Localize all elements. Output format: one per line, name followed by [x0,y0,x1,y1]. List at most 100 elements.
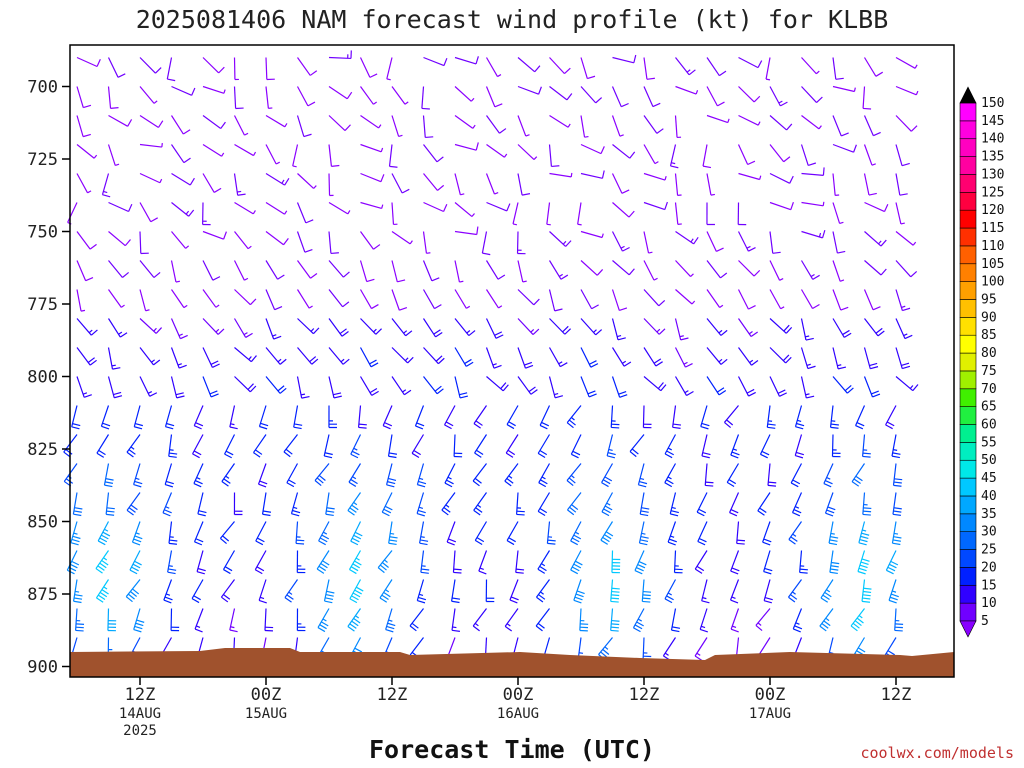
wind-barb [738,347,759,366]
wind-barb [107,376,123,399]
wind-barb [423,173,445,191]
wind-barb [194,608,204,633]
wind-barb [452,550,462,574]
plot-frame [69,44,955,678]
wind-barb [539,405,551,430]
wind-barb [258,405,269,430]
colorbar-label: 120 [981,203,1004,218]
wind-barb [265,347,287,365]
wind-barb [224,434,236,459]
wind-barb [101,173,111,198]
wind-barb [328,405,337,429]
wind-barb [139,57,162,74]
wind-barb [328,289,350,308]
wind-barb [769,231,781,254]
wind-barb [139,289,150,312]
colorbar-label: 10 [981,596,997,611]
wind-barb [171,202,195,217]
wind-barb [100,405,111,430]
wind-barb [580,347,599,368]
wind-barb [76,376,92,398]
wind-barb [857,550,870,575]
wind-barb [234,347,257,363]
wind-barb [863,144,876,166]
wind-barb [895,56,918,69]
colorbar-swatch [959,334,977,354]
x-tick-label: 12Z [881,685,912,705]
wind-barb [801,115,822,130]
wind-barb [328,376,342,399]
wind-barb [832,260,845,282]
wind-barb [422,289,442,310]
wind-barb [139,376,158,397]
wind-barb [580,57,596,80]
wind-barb [606,434,616,459]
wind-barb [234,289,257,306]
wind-barb [453,434,463,458]
wind-barb [737,202,747,226]
wind-barb [706,57,727,77]
wind-barb [296,376,310,399]
wind-barb [895,376,919,392]
wind-barb [293,405,303,430]
wind-barb [794,434,805,459]
wind-barb [548,260,569,280]
wind-barb [891,434,901,459]
wind-barb [862,434,871,458]
wind-barb [328,201,351,215]
wind-barb [642,637,652,661]
wind-barb [892,463,903,487]
wind-barb [107,57,126,78]
wind-barb [800,289,820,310]
wind-barb [360,115,382,129]
colorbar-label: 100 [981,275,1004,290]
wind-barb [765,57,771,81]
colorbar-swatch [959,192,977,211]
wind-barbs [63,50,919,662]
wind-barb [76,289,86,312]
wind-barb [348,463,362,487]
wind-barb [202,230,227,240]
wind-barb [164,405,175,430]
wind-barb [570,550,583,575]
wind-barb [388,144,398,168]
wind-barb [706,318,728,336]
wind-barb [829,405,839,429]
wind-barb [694,550,708,574]
colorbar-swatch [959,602,977,622]
wind-barb [220,579,235,603]
credit-link[interactable]: coolwx.com/models [860,744,1014,762]
wind-barb [895,202,905,225]
wind-barb [139,260,161,278]
wind-barb [76,173,92,194]
wind-barb [387,434,398,459]
wind-barb [548,289,563,312]
wind-barb [506,521,519,546]
colorbar-label: 20 [981,560,997,575]
wind-barb [580,260,604,276]
wind-barb [517,85,542,95]
wind-barb [512,202,519,226]
colorbar-label: 105 [981,257,1004,272]
wind-barb [451,608,461,632]
wind-barb [131,521,143,546]
x-tick-date: 16AUG [497,706,539,722]
colorbar-label: 60 [981,418,997,433]
colorbar-swatch [959,513,977,532]
wind-barb [444,405,456,430]
y-tick-label: 750 [27,223,58,243]
wind-barb [612,144,636,159]
wind-barb [730,608,740,633]
wind-barb [360,201,384,210]
wind-barb [895,173,908,196]
wind-barb [863,173,877,196]
wind-barb [820,579,834,603]
colorbar-swatch [959,424,977,443]
wind-barb [360,172,385,183]
wind-barb [233,318,253,338]
wind-barb [485,579,495,603]
wind-barb [634,550,647,575]
wind-barb [357,405,367,429]
wind-barb [851,463,865,487]
